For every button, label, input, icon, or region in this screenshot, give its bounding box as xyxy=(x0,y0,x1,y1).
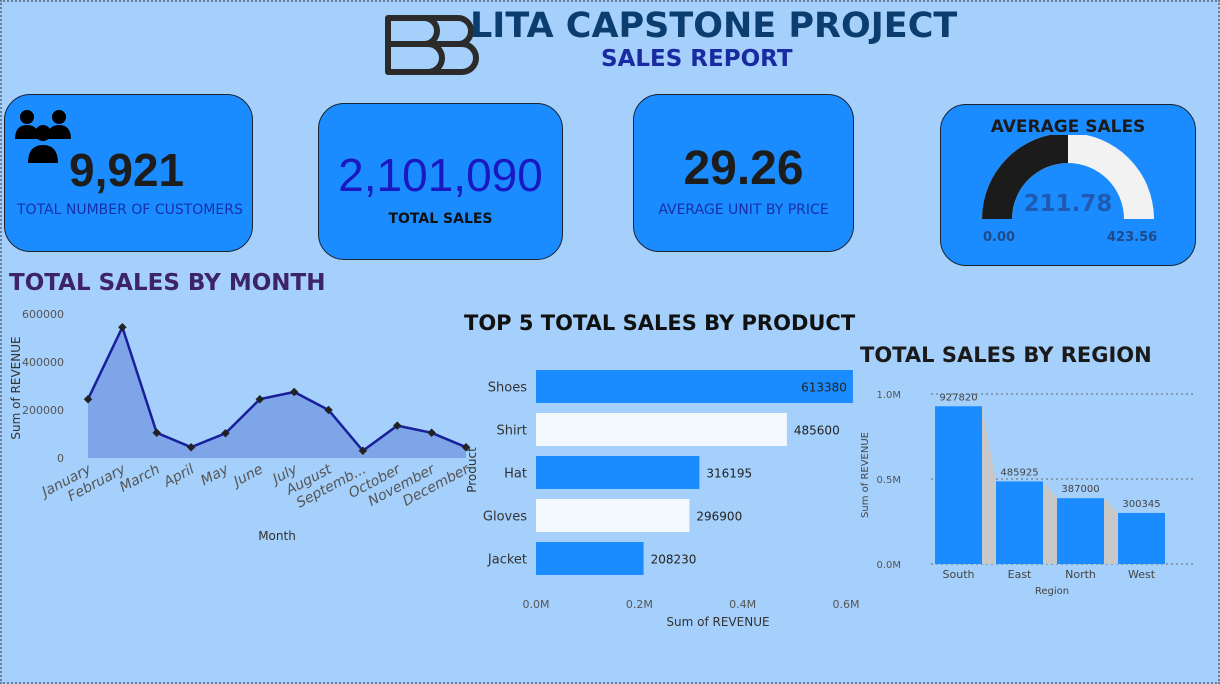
report-title: LITA CAPSTONE PROJECT xyxy=(470,6,958,46)
report-subtitle: SALES REPORT xyxy=(601,46,793,72)
product-bar xyxy=(536,413,787,446)
month-y-tick: 400000 xyxy=(22,356,64,369)
product-category-label: Gloves xyxy=(483,510,527,525)
total-sales-value: 2,101,090 xyxy=(338,149,543,201)
region-y-tick: 0.5M xyxy=(876,475,901,486)
month-point xyxy=(393,421,402,430)
people-group-icon xyxy=(15,110,71,163)
gauge-fill xyxy=(982,135,1068,219)
product-data-label: 613380 xyxy=(801,381,847,395)
gauge-min-label: 0.00 xyxy=(983,230,1016,245)
product-data-label: 485600 xyxy=(794,424,840,438)
product-category-label: Shoes xyxy=(488,381,527,396)
month-point xyxy=(152,428,161,438)
month-point xyxy=(358,446,368,456)
region-y-tick: 0.0M xyxy=(876,560,901,571)
month-x-tick: May xyxy=(198,461,232,489)
region-connector xyxy=(1043,481,1057,564)
product-x-tick: 0.4M xyxy=(729,598,756,611)
avg-unit-price-label: AVERAGE UNIT BY PRICE xyxy=(658,202,829,218)
month-point xyxy=(221,429,230,438)
product-data-label: 296900 xyxy=(696,510,742,524)
month-x-tick: June xyxy=(229,461,266,491)
region-data-label: 927820 xyxy=(939,392,977,403)
region-bar xyxy=(1118,512,1165,564)
product-x-tick: 0.6M xyxy=(833,598,860,611)
month-series-line xyxy=(86,323,467,453)
product-chart-title: TOP 5 TOTAL SALES BY PRODUCT xyxy=(464,311,856,335)
region-x-axis-label: Region xyxy=(1035,586,1069,597)
month-y-tick: 0 xyxy=(57,452,64,465)
avg-unit-price-value: 29.26 xyxy=(683,142,804,195)
region-connector xyxy=(1104,498,1118,564)
month-point xyxy=(118,322,127,332)
month-point xyxy=(324,405,333,415)
gauge-max-label: 423.56 xyxy=(1107,230,1158,245)
product-category-label: Hat xyxy=(504,467,527,482)
region-y-tick: 1.0M xyxy=(876,390,901,401)
total-sales-label: TOTAL SALES xyxy=(388,211,493,227)
month-chart-title: TOTAL SALES BY MONTH xyxy=(9,270,326,296)
product-bar xyxy=(536,456,700,489)
product-category-label: Jacket xyxy=(487,553,527,568)
average-sales-gauge xyxy=(982,135,1154,219)
month-point xyxy=(289,387,299,397)
month-point xyxy=(427,428,436,438)
average-sales-value: 211.78 xyxy=(1023,191,1113,217)
product-x-tick: 0.2M xyxy=(626,598,653,611)
region-x-tick: East xyxy=(1008,568,1032,581)
region-bar xyxy=(935,406,982,564)
region-data-label: 300345 xyxy=(1122,499,1160,510)
month-y-tick: 600000 xyxy=(22,308,64,321)
month-x-tick: March xyxy=(117,461,162,495)
region-bar xyxy=(996,481,1043,564)
region-y-axis-label: Sum of REVENUE xyxy=(860,432,871,518)
kpi-card-customers[interactable]: 9,921 TOTAL NUMBER OF CUSTOMERS xyxy=(4,94,253,252)
region-x-tick: North xyxy=(1065,568,1096,581)
product-data-label: 316195 xyxy=(706,467,752,481)
region-bar xyxy=(1057,498,1104,564)
sales-by-region-chart[interactable]: 0.0M 0.5M 1.0M 927820 South 485925 East 387000 N… xyxy=(855,375,1210,605)
product-category-label: Shirt xyxy=(496,424,527,439)
product-bar xyxy=(536,499,690,532)
region-data-label: 387000 xyxy=(1061,484,1099,495)
double-b-logo-icon xyxy=(385,15,479,75)
product-bar xyxy=(536,542,644,575)
month-point xyxy=(461,442,471,452)
month-point xyxy=(255,394,265,404)
kpi-card-total-sales[interactable]: 2,101,090 TOTAL SALES xyxy=(318,103,563,260)
product-data-label: 208230 xyxy=(651,553,697,567)
region-x-tick: West xyxy=(1128,568,1156,581)
sales-by-month-chart[interactable]: 0200000400000600000JanuaryFebruaryMarchA… xyxy=(0,300,480,550)
customers-value: 9,921 xyxy=(69,144,185,196)
product-y-axis-label: Product xyxy=(465,447,479,493)
month-y-axis-label: Sum of REVENUE xyxy=(9,336,23,439)
region-data-label: 485925 xyxy=(1000,467,1038,478)
region-x-tick: South xyxy=(943,568,975,581)
product-x-tick: 0.0M xyxy=(523,598,550,611)
region-chart-title: TOTAL SALES BY REGION xyxy=(860,343,1152,367)
month-point xyxy=(186,442,196,452)
month-point xyxy=(83,394,93,404)
average-sales-title: AVERAGE SALES xyxy=(990,117,1146,137)
top5-product-chart[interactable]: Shoes 613380 Shirt 485600 Hat 316195 Gloves 296… xyxy=(460,350,880,640)
product-bar xyxy=(536,370,853,403)
region-connector xyxy=(982,406,996,564)
product-x-axis-label: Sum of REVENUE xyxy=(666,615,769,629)
customers-label: TOTAL NUMBER OF CUSTOMERS xyxy=(17,202,243,218)
kpi-card-average-sales[interactable]: AVERAGE SALES 211.78 0.00 423.56 xyxy=(940,104,1196,266)
month-y-tick: 200000 xyxy=(22,404,64,417)
kpi-card-avg-unit-price[interactable]: 29.26 AVERAGE UNIT BY PRICE xyxy=(633,94,854,252)
month-x-axis-label: Month xyxy=(258,529,296,543)
month-x-tick: April xyxy=(160,461,197,491)
